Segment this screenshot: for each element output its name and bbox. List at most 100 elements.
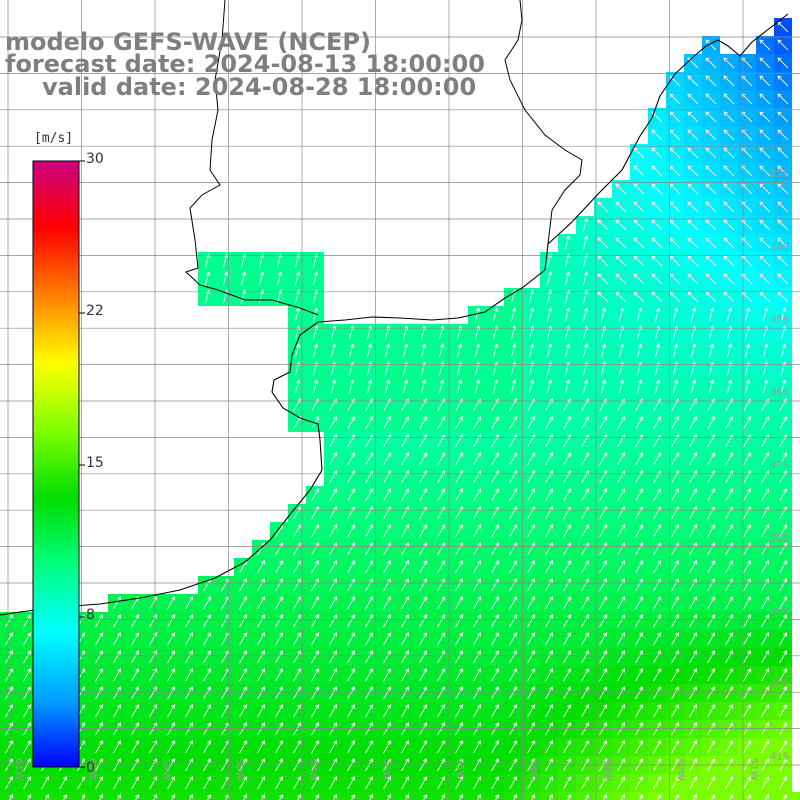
lon-label: 56W <box>381 758 392 781</box>
wind-arrow <box>293 506 302 520</box>
wind-arrow <box>473 614 482 628</box>
wind-arrow <box>419 668 428 682</box>
wind-arrow <box>705 39 717 51</box>
wind-arrow <box>743 776 752 790</box>
wind-arrow <box>725 506 734 520</box>
wind-arrow <box>545 722 554 736</box>
wind-arrow <box>294 271 301 286</box>
wind-arrow <box>276 253 283 268</box>
wind-arrow <box>329 632 338 646</box>
wind-arrow <box>401 686 410 700</box>
wind-arrow <box>63 794 68 800</box>
wind-arrow <box>761 470 770 484</box>
wind-arrow <box>401 740 410 754</box>
wind-arrow <box>419 560 428 574</box>
wind-arrow <box>401 470 410 484</box>
wind-arrow <box>779 776 788 790</box>
wind-arrow <box>618 343 625 358</box>
wind-arrow <box>509 650 518 664</box>
wind-arrow <box>455 650 464 664</box>
wind-arrow <box>777 39 789 51</box>
wind-arrow <box>653 542 662 556</box>
wind-cell <box>90 792 108 800</box>
wind-arrow <box>297 794 302 800</box>
wind-arrow <box>401 668 410 682</box>
wind-arrow <box>689 560 698 574</box>
wind-arrow <box>723 147 735 159</box>
wind-arrow <box>293 650 302 664</box>
wind-arrow <box>509 740 518 754</box>
wind-arrow <box>5 668 14 682</box>
wind-arrow <box>545 614 554 628</box>
wind-arrow <box>203 596 212 610</box>
wind-arrow <box>563 650 572 664</box>
wind-arrow <box>633 237 645 249</box>
wind-cell <box>360 792 378 800</box>
wind-arrow <box>687 255 699 267</box>
wind-arrow <box>455 776 464 790</box>
wind-arrow <box>203 776 212 790</box>
wind-arrow <box>509 614 518 628</box>
wind-arrow <box>365 776 374 790</box>
wind-arrow <box>95 650 104 664</box>
wind-arrow <box>672 379 679 394</box>
wind-arrow <box>564 307 571 322</box>
wind-arrow <box>761 740 770 754</box>
wind-arrow <box>293 704 302 718</box>
wind-arrow <box>617 596 626 610</box>
wind-arrow <box>402 379 409 394</box>
wind-arrow <box>95 722 104 736</box>
wind-arrow <box>5 740 14 754</box>
wind-arrow <box>729 794 734 800</box>
wind-arrow <box>687 75 699 87</box>
wind-arrow <box>23 632 32 646</box>
wind-arrow <box>437 650 446 664</box>
wind-arrow <box>545 596 554 610</box>
wind-arrow <box>653 668 662 682</box>
wind-arrow <box>707 686 716 700</box>
wind-arrow <box>705 75 717 87</box>
wind-arrow <box>759 93 771 105</box>
wind-arrow <box>564 235 571 250</box>
wind-arrow <box>509 704 518 718</box>
wind-arrow <box>383 650 392 664</box>
wind-arrow <box>293 722 302 736</box>
wind-arrow <box>759 165 771 177</box>
wind-arrow <box>419 704 428 718</box>
wind-arrow <box>653 740 662 754</box>
wind-arrow <box>348 343 355 358</box>
wind-arrow <box>387 794 392 800</box>
lat-label: 40S <box>770 679 789 690</box>
wind-arrow <box>779 470 788 484</box>
country-border <box>185 0 583 316</box>
wind-arrow <box>437 488 446 502</box>
wind-cell <box>504 792 522 800</box>
wind-arrow <box>384 379 391 394</box>
lat-label: 39S <box>770 606 789 617</box>
wind-arrow <box>723 93 735 105</box>
wind-arrow <box>293 614 302 628</box>
wind-arrow <box>744 343 751 358</box>
wind-cell <box>738 792 756 800</box>
wind-arrow <box>401 452 410 466</box>
wind-arrow <box>527 740 536 754</box>
wind-arrow <box>509 470 518 484</box>
wind-arrow <box>239 704 248 718</box>
wind-arrow <box>761 596 770 610</box>
wind-cell <box>576 792 594 800</box>
wind-arrow <box>672 343 679 358</box>
wind-arrow <box>621 794 626 800</box>
wind-arrow <box>117 794 122 800</box>
wind-arrow <box>474 343 481 358</box>
wind-arrow <box>329 578 338 592</box>
wind-arrow <box>365 488 374 502</box>
wind-arrow <box>741 75 753 87</box>
wind-arrow <box>135 794 140 800</box>
wind-arrow <box>312 379 319 394</box>
wind-arrow <box>708 307 715 322</box>
wind-arrow <box>705 183 717 195</box>
wind-arrow <box>473 470 482 484</box>
wind-arrow <box>759 219 771 231</box>
wind-arrow <box>633 201 645 213</box>
wind-arrow <box>779 506 788 520</box>
